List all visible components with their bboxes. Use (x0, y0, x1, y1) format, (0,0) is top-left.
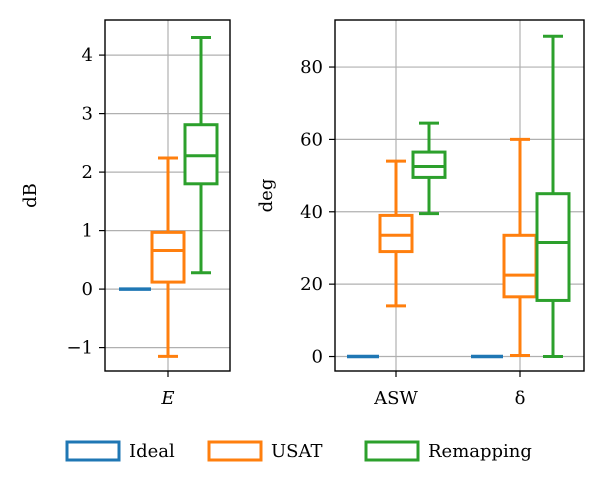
legend-swatch (207, 440, 263, 462)
axes-frame (334, 19, 585, 372)
box-remapping (535, 34, 571, 359)
box-usat (502, 137, 538, 357)
box-iqr (502, 233, 538, 299)
y-tick-label: 60 (300, 129, 323, 150)
legend-swatch (65, 440, 121, 462)
y-tick-label: 3 (82, 104, 93, 125)
box-iqr (535, 192, 571, 302)
y-tick-label: 4 (82, 45, 93, 66)
y-tick-label: 1 (82, 221, 93, 242)
y-tick-label: 20 (300, 274, 323, 295)
legend-label: Ideal (129, 441, 175, 462)
y-tick-label: 40 (300, 202, 323, 223)
legend-label: USAT (271, 441, 323, 462)
left-box-plot: −1 0 1 2 3 4 EdB (20, 19, 231, 409)
axes-frame (104, 19, 231, 372)
y-tick-label: 2 (82, 162, 93, 183)
box-usat (150, 156, 186, 358)
x-tick-label: ASW (373, 388, 418, 409)
box-iqr (411, 150, 447, 179)
y-axis-label: deg (256, 179, 277, 213)
legend-swatch (364, 440, 420, 462)
legend: Ideal USAT Remapping (65, 440, 532, 462)
box-iqr (150, 230, 186, 284)
box-remapping (183, 36, 219, 275)
legend-label: Remapping (428, 441, 532, 462)
x-tick-label: E (160, 388, 174, 409)
x-tick-label: δ (515, 388, 526, 409)
box-iqr (378, 213, 414, 254)
y-tick-label: 0 (82, 279, 93, 300)
box-usat (378, 159, 414, 308)
y-axis-label: dB (20, 183, 41, 208)
y-tick-label: 0 (312, 347, 323, 368)
legend-item-usat: USAT (207, 440, 323, 462)
y-tick-label: −1 (66, 338, 93, 359)
legend-item-remapping: Remapping (364, 440, 532, 462)
y-tick-label: 80 (300, 57, 323, 78)
right-box-plot: 0 20 40 60 80 ASW δ deg (256, 19, 585, 409)
box-remapping (411, 121, 447, 216)
legend-item-ideal: Ideal (65, 440, 175, 462)
